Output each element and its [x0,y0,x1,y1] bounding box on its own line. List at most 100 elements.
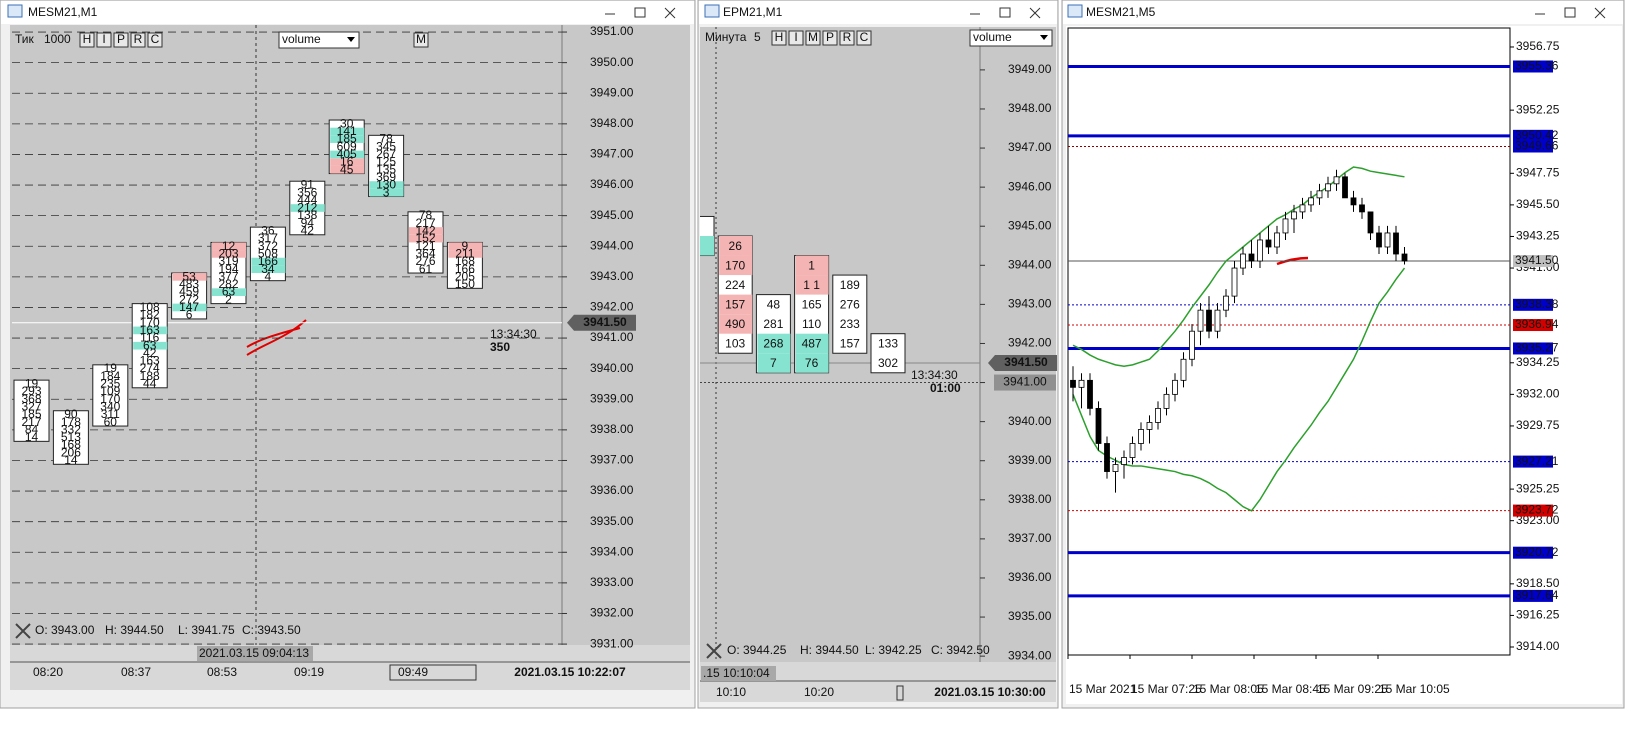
cluster-volume: 34 [261,262,275,276]
toolbar-button[interactable] [839,30,855,46]
cluster-volume: 3 [383,185,390,199]
sell-imbalance [719,255,753,276]
level-price-box [1513,546,1553,559]
cluster-volume: 125 [376,155,396,169]
dropdown-arrow[interactable] [347,37,355,42]
candle-body [1274,232,1280,248]
cluster-volume: 368 [21,392,41,406]
toolbar-button[interactable] [856,30,872,46]
level-price-box [1513,319,1553,332]
cluster-layer: 7 8 26 170 224 157 490 103 48 281 268 7 1 1 1 165 110 48… [700,215,906,374]
toolbar-button[interactable] [788,30,804,46]
cluster-volume: 12 [222,239,236,253]
scroll-marker[interactable] [896,685,904,701]
sell-imbalance [409,227,443,235]
cluster-volume: 19 [25,377,39,391]
sell-imbalance [795,255,829,276]
y-tick-label: 3934.00 [590,544,634,558]
cursor-time-box [197,646,313,661]
y-tick-label: 3950.00 [590,55,634,69]
dropdown-arrow[interactable] [1040,35,1048,40]
y-tick-label: 3936.00 [1008,570,1052,584]
ohlc-value: L: 3941.75 [178,623,235,637]
toolbar-button[interactable] [130,32,146,48]
title-bar[interactable] [1,1,694,24]
toolbar-button[interactable] [805,30,821,46]
candle-body [1129,443,1136,458]
last-price-box [988,355,1057,372]
maximize-button[interactable] [634,7,646,18]
cluster-volume: 141 [337,124,357,138]
title-bar[interactable] [1063,1,1623,24]
cluster-volume: 16 [340,155,354,169]
candle-body [1342,176,1348,199]
cluster-volume: 42 [143,346,157,360]
candle-body [1316,190,1323,199]
scroll-marker[interactable] [389,664,477,681]
cluster-volume: 276 [415,254,435,268]
y-tick-label: 3938.00 [1008,492,1052,506]
window-icon [1067,4,1083,18]
toolbar-button-label: C [151,32,160,46]
tools-icon[interactable] [706,643,722,659]
close-button[interactable] [664,7,676,19]
level-price-label: 3927.21 [1515,454,1559,468]
level-price-label: 3936.94 [1515,317,1559,331]
maximize-button[interactable] [1564,7,1576,18]
cluster-volume: 276 [840,298,860,312]
candle-body [1112,464,1119,472]
cluster-volume: 185 [337,132,357,146]
toolbar-button[interactable] [822,30,838,46]
cluster-volume: 150 [455,277,475,291]
buy-imbalance [251,257,286,266]
close-button[interactable] [1594,7,1606,19]
cluster-volume: 293 [21,384,41,398]
cluster-volume: 356 [297,185,317,199]
candle-body [1291,211,1297,220]
level-price-label: 3955.36 [1515,59,1559,73]
plot-border [1067,27,1511,656]
y-tick-label: 3916.25 [1516,608,1560,622]
cluster-volume: 103 [725,337,745,351]
y-tick-label: 3933.00 [590,575,634,589]
cluster-volume: 147 [179,300,199,314]
cluster-volume: 152 [415,231,435,245]
cluster-volume: 30 [340,116,354,130]
candle-body [1384,232,1391,248]
bar-time-marker: 13:34:30 [490,327,537,341]
cluster-volume: 184 [100,369,120,383]
cluster-volume: 272 [179,292,199,306]
sell-imbalance [330,165,365,174]
y-tick-label: 3935.00 [590,514,634,528]
ohlc-value: O: 3944.25 [727,643,787,657]
y-tick-label: 3934.25 [1516,355,1560,369]
candle-body [1282,218,1289,234]
toolbar-button[interactable] [113,32,129,48]
sell-imbalance [719,235,753,256]
maximize-button[interactable] [999,7,1011,18]
cluster-volume: 211 [455,246,474,260]
cluster-volume: 188 [140,369,160,383]
sell-imbalance [719,314,753,334]
level-price-box [1513,255,1553,268]
cluster-volume: 170 [100,392,120,406]
candle-body [1257,239,1263,262]
toolbar-button[interactable] [771,30,787,46]
sell-imbalance [212,250,246,258]
cluster-volume: 61 [419,262,433,276]
tools-icon[interactable] [15,623,31,639]
cluster-frame [832,274,868,354]
y-tick-label: 3940.00 [1008,414,1052,428]
volume-select[interactable] [969,29,1053,47]
title-bar[interactable] [699,1,1057,24]
y-tick-label: 3937.00 [590,453,634,467]
toolbar-button[interactable] [79,32,95,48]
close-button[interactable] [1029,7,1041,19]
toolbar-button[interactable] [96,32,112,48]
toolbar-button[interactable] [147,32,163,48]
cluster-volume: 42 [301,224,315,238]
toolbar-button[interactable] [413,32,429,48]
ohlc-value: L: 3942.25 [865,643,922,657]
y-tick-label: 3943.00 [1008,297,1052,311]
buy-imbalance [330,127,365,136]
